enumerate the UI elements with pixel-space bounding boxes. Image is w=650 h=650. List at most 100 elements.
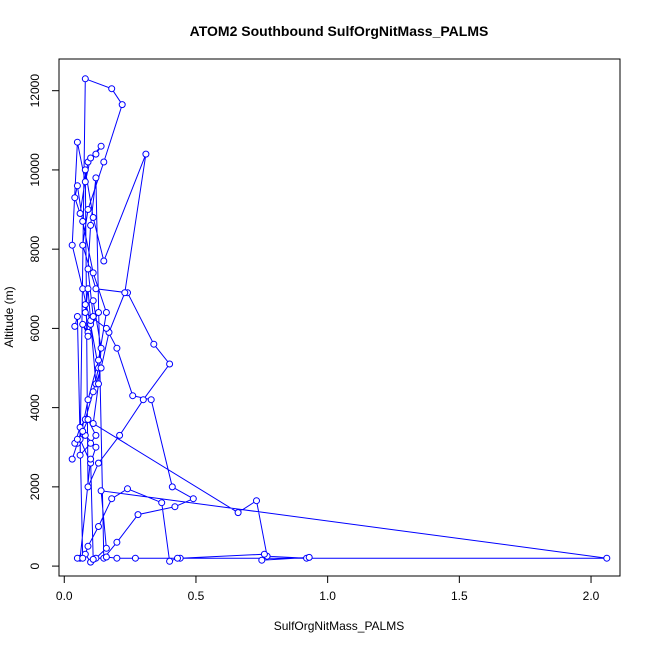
data-point: [79, 427, 87, 435]
data-point: [84, 285, 92, 293]
data-point: [102, 544, 110, 552]
data-point: [73, 313, 81, 320]
x-tick-label: 1.0: [319, 589, 336, 603]
data-point: [68, 241, 76, 249]
data-point: [92, 150, 100, 158]
data-point: [116, 431, 124, 439]
data-point: [102, 553, 110, 561]
data-point: [81, 301, 89, 309]
data-point: [84, 483, 92, 491]
data-point: [89, 420, 97, 427]
data-point: [118, 101, 126, 109]
data-point: [81, 166, 89, 174]
data-point: [84, 396, 92, 404]
data-point: [97, 344, 105, 352]
data-point: [95, 309, 102, 316]
data-point: [79, 320, 87, 328]
series-points: [68, 75, 611, 566]
chart-title: ATOM2 Southbound SulfOrgNitMass_PALMS: [190, 23, 489, 39]
data-point: [174, 554, 181, 562]
data-point: [113, 344, 121, 352]
data-point: [84, 265, 92, 273]
data-point: [79, 241, 87, 249]
data-point: [92, 443, 100, 451]
data-point: [71, 194, 79, 202]
data-point: [89, 313, 97, 320]
data-point: [305, 553, 313, 561]
data-point: [603, 554, 611, 562]
x-axis: 0.0 0.5 1.0 1.5 2.0: [56, 575, 600, 603]
data-point: [171, 503, 179, 511]
data-point: [260, 550, 268, 558]
y-tick-label: 6000: [28, 315, 42, 342]
data-point: [121, 289, 129, 297]
data-point: [81, 178, 89, 186]
data-point: [89, 214, 97, 221]
x-tick-label: 2.0: [583, 589, 600, 603]
data-point: [189, 495, 197, 503]
data-point: [95, 523, 102, 530]
data-point: [81, 75, 89, 83]
data-point: [97, 364, 105, 372]
data-point: [92, 431, 100, 439]
data-point: [253, 497, 260, 505]
data-point: [89, 297, 97, 305]
data-point: [87, 439, 95, 447]
data-point: [234, 509, 242, 517]
data-point: [166, 557, 174, 565]
data-point: [89, 269, 97, 277]
data-point: [150, 340, 158, 348]
data-point: [84, 416, 92, 423]
y-tick-label: 0: [28, 562, 42, 569]
data-point: [76, 451, 84, 459]
data-point: [84, 542, 92, 550]
y-tick-label: 10000: [28, 153, 42, 187]
data-point: [73, 138, 81, 146]
data-point: [87, 455, 95, 463]
data-point: [258, 556, 266, 564]
x-tick-label: 0.5: [188, 589, 205, 603]
data-point: [89, 555, 97, 563]
data-point: [100, 158, 108, 166]
data-point: [102, 309, 110, 316]
x-tick-label: 1.5: [451, 589, 468, 603]
data-point: [134, 511, 142, 519]
data-point: [113, 554, 121, 562]
data-point: [102, 324, 110, 332]
y-tick-label: 4000: [28, 394, 42, 421]
data-point: [89, 388, 97, 396]
data-point: [84, 206, 92, 213]
data-point: [142, 150, 150, 158]
data-point: [79, 554, 87, 562]
data-point: [168, 483, 176, 491]
data-point: [79, 217, 87, 225]
y-tick-label: 12000: [28, 74, 42, 108]
data-point: [129, 392, 137, 400]
data-point: [108, 85, 116, 93]
data-point: [166, 360, 174, 368]
data-point: [84, 332, 92, 340]
data-point: [76, 210, 84, 217]
data-point: [68, 455, 76, 463]
y-tick-label: 8000: [28, 235, 42, 262]
data-point: [108, 495, 116, 503]
x-axis-label: SulfOrgNitMass_PALMS: [274, 619, 404, 633]
data-point: [73, 182, 81, 190]
data-point: [158, 499, 166, 507]
data-point: [92, 285, 100, 293]
data-point: [95, 356, 102, 364]
data-point: [124, 485, 131, 493]
y-axis-label: Altitude (m): [2, 286, 16, 347]
data-point: [97, 142, 105, 150]
x-tick-label: 0.0: [56, 589, 73, 603]
data-point: [139, 396, 147, 404]
data-point: [147, 396, 155, 404]
data-point: [97, 487, 105, 495]
data-point: [92, 174, 100, 182]
y-axis: 0 2000 4000 6000 8000 10000 12000: [28, 74, 60, 569]
data-point: [113, 538, 121, 546]
data-point: [87, 154, 95, 162]
data-point: [73, 435, 81, 443]
